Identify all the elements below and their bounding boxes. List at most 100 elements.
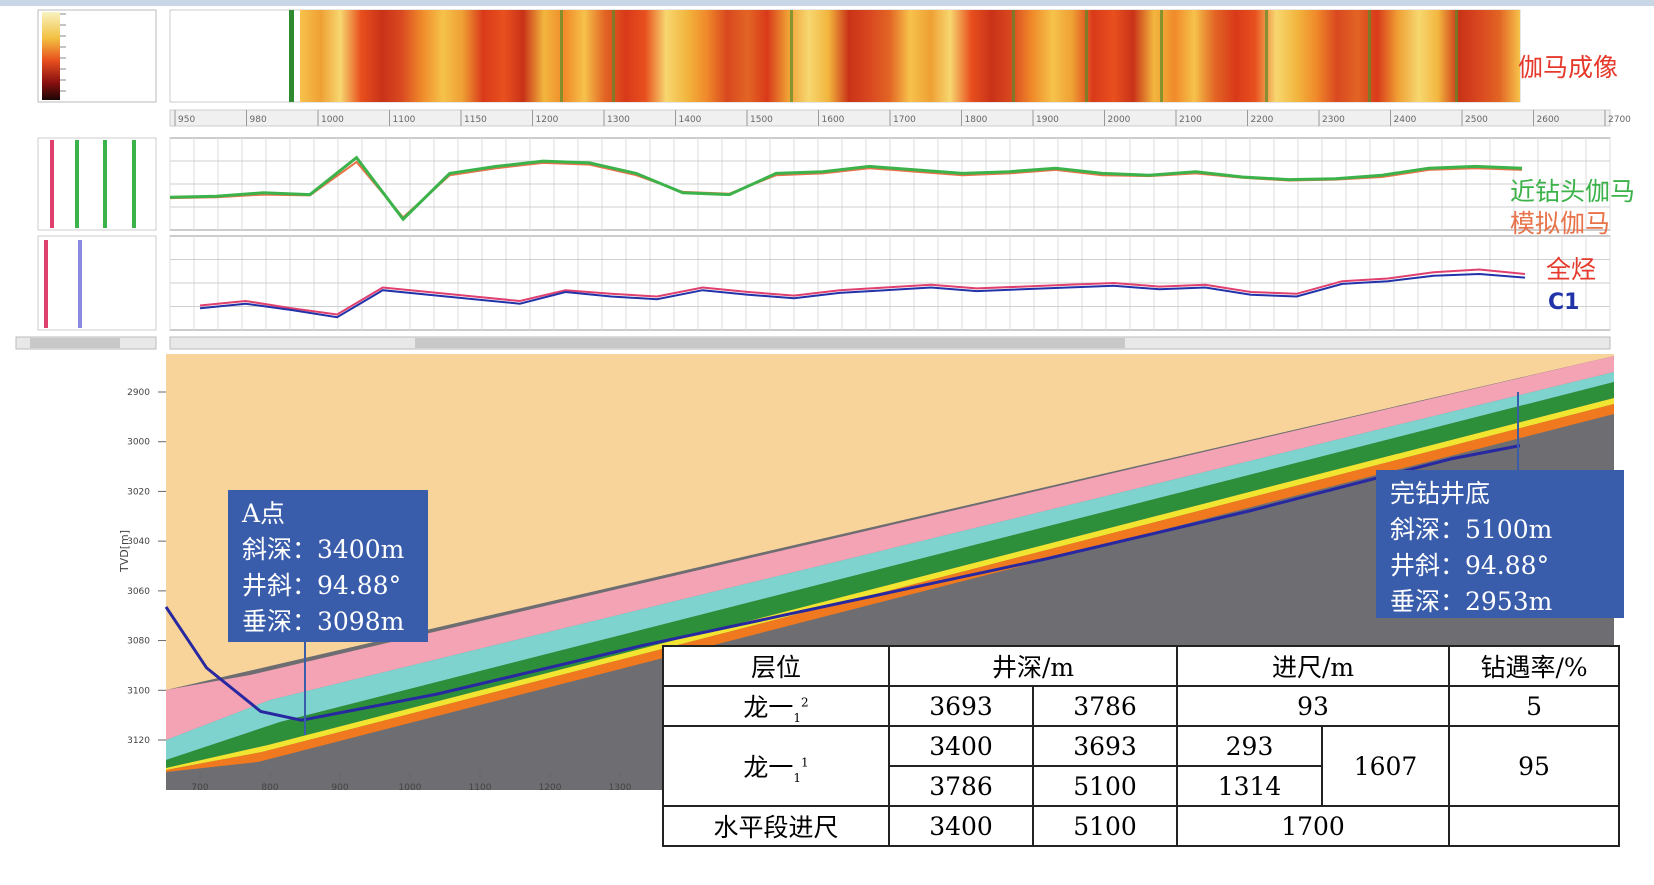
cell-from: 3693 — [888, 685, 1034, 727]
ruler-tick-label: 1900 — [1036, 115, 1059, 125]
ruler-tick-label: 2600 — [1537, 115, 1560, 125]
a-point-title: A点 — [242, 499, 286, 528]
td-tvd: 垂深：2953m — [1390, 587, 1553, 616]
header-layer: 层位 — [662, 645, 890, 687]
ruler-tick-label: 2000 — [1108, 115, 1131, 125]
label-c1: C1 — [1548, 290, 1580, 315]
heatmap-streak — [1085, 10, 1088, 102]
drilling-summary-table: 层位 井深/m 进尺/m 钻遇率/% 龙一12 3693 3786 93 5 龙… — [662, 645, 1621, 847]
gamma-grid — [169, 138, 1611, 230]
heatmap-legend — [37, 9, 157, 103]
heatmap-streak — [612, 10, 615, 102]
a-point-md: 斜深：3400m — [242, 535, 405, 564]
gamma-image-panel — [169, 9, 1521, 103]
cell-footage-total: 1607 — [1321, 725, 1451, 807]
x-tick-label: 1200 — [539, 783, 562, 793]
header-rate: 钻遇率/% — [1448, 645, 1621, 687]
horizontal-scrollbar[interactable] — [15, 336, 1611, 350]
cell-rate: 5 — [1448, 685, 1621, 727]
td-md: 斜深：5100m — [1390, 515, 1553, 544]
layer-cyan — [166, 372, 1614, 760]
x-tick-label: 1100 — [469, 783, 492, 793]
x-tick-label: 900 — [331, 783, 348, 793]
y-tick-label: 3080 — [127, 637, 150, 647]
ruler-tick-label: 1600 — [822, 115, 845, 125]
cell-layer: 水平段进尺 — [662, 805, 890, 847]
cell-from: 3786 — [888, 765, 1034, 807]
ruler-tick-label: 1800 — [965, 115, 988, 125]
heatmap-streak — [1455, 10, 1458, 102]
x-tick-label: 1000 — [399, 783, 422, 793]
td-inc: 井斜：94.88° — [1390, 551, 1550, 580]
layer-pink — [166, 356, 1614, 740]
cell-to: 3786 — [1031, 685, 1179, 727]
callout-a-point: A点 斜深：3400m 井斜：94.88° 垂深：3098m — [228, 490, 428, 642]
cell-layer: 龙一12 — [662, 685, 890, 727]
x-tick-label: 1300 — [609, 783, 632, 793]
cell-to: 5100 — [1031, 805, 1179, 847]
cell-footage: 293 — [1176, 725, 1324, 767]
label-gamma-image: 伽马成像 — [1518, 53, 1619, 82]
y-tick-label: 3040 — [127, 537, 150, 547]
y-tick-label: 3120 — [127, 736, 150, 746]
ruler-tick-label: 2300 — [1322, 115, 1345, 125]
cell-to: 5100 — [1031, 765, 1179, 807]
cell-layer: 龙一11 — [662, 725, 890, 807]
td-title: 完钻井底 — [1390, 479, 1491, 508]
gamma-heatmap — [300, 10, 1520, 102]
heatmap-streak — [790, 10, 793, 102]
gamma-curve-panel — [169, 137, 1611, 231]
x-tick-label: 800 — [261, 783, 278, 793]
y-axis-label: TVD[m] — [118, 530, 131, 573]
y-tick-label: 3020 — [127, 487, 150, 497]
cell-from: 3400 — [888, 725, 1034, 767]
c1-line — [199, 272, 1526, 319]
heatmap-streaks — [560, 10, 1458, 102]
table-header-row: 层位 井深/m 进尺/m 钻遇率/% — [662, 645, 1621, 687]
ruler-tick-label: 1200 — [536, 115, 559, 125]
well-path-line — [164, 444, 1521, 722]
callout-td: 完钻井底 斜深：5100m 井斜：94.88° 垂深：2953m — [1376, 470, 1624, 618]
ruler-tick-label: 1000 — [321, 115, 344, 125]
ruler-tick-label: 980 — [250, 115, 267, 125]
depth-ruler: 950 980 1000 1100 1150 1200 1300 1400 1500 1600 17… — [169, 109, 1631, 127]
x-tick-label: 700 — [191, 783, 208, 793]
y-tick-label: 2900 — [127, 388, 150, 398]
table-row: 龙一12 3693 3786 93 5 — [662, 685, 1621, 727]
ruler-tick-label: 2500 — [1465, 115, 1488, 125]
cell-from: 3400 — [888, 805, 1034, 847]
label-near-bit-gamma: 近钻头伽马 — [1510, 177, 1636, 206]
y-tick-label: 3000 — [127, 438, 150, 448]
ruler-tick-label: 1700 — [893, 115, 916, 125]
window-top-strip — [0, 0, 1654, 6]
ruler-tick-label: 1300 — [607, 115, 630, 125]
cross-section-ticks: 2900 3000 3020 3040 3060 3080 3100 3120 700 800 90… — [127, 388, 632, 793]
ruler-tick-label: 1150 — [464, 115, 487, 125]
ruler-tick-label: 1100 — [393, 115, 416, 125]
table-row: 龙一11 3400 3693 293 1607 95 — [662, 725, 1621, 807]
ruler-tick-label: 2700 — [1608, 115, 1631, 125]
label-sim-gamma: 模拟伽马 — [1510, 209, 1611, 238]
gas-grid — [169, 236, 1611, 330]
ruler-tick-label: 950 — [178, 115, 195, 125]
label-total-gas: 全烃 — [1546, 255, 1597, 284]
scrollbar-thumb[interactable] — [415, 338, 1125, 348]
cell-footage: 93 — [1176, 685, 1451, 727]
y-tick-label: 3060 — [127, 587, 150, 597]
legend-ticks — [60, 13, 66, 92]
cell-rate — [1448, 805, 1621, 847]
a-point-tvd: 垂深：3098m — [242, 607, 405, 636]
heatmap-streak — [1368, 10, 1371, 102]
table-row: 水平段进尺 3400 5100 1700 — [662, 805, 1621, 847]
a-point-inc: 井斜：94.88° — [242, 571, 402, 600]
ruler-tick-label: 2400 — [1394, 115, 1417, 125]
heatmap-streak — [1160, 10, 1163, 102]
cell-to: 3693 — [1031, 725, 1179, 767]
heatmap-streak — [1265, 10, 1268, 102]
total-gas-line — [199, 268, 1526, 316]
heatmap-start-marker — [289, 10, 294, 102]
ruler-tick-label: 1500 — [750, 115, 773, 125]
ruler-tick-label: 2100 — [1179, 115, 1202, 125]
gas-curve-panel — [169, 235, 1611, 331]
cell-footage: 1700 — [1176, 805, 1451, 847]
